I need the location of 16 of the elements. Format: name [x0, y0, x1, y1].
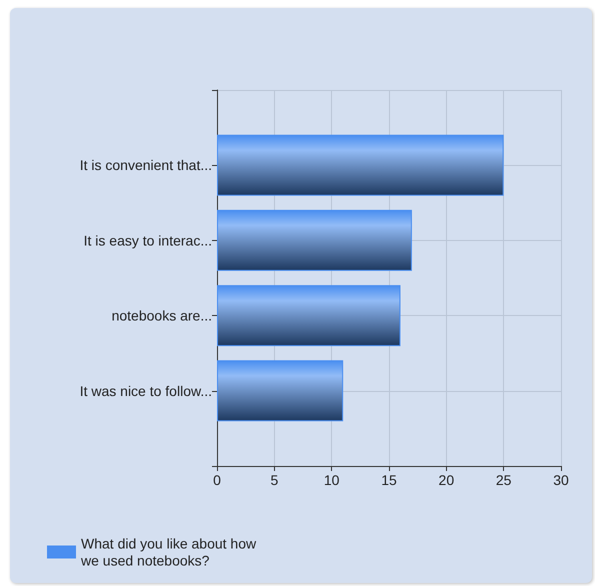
bar: [217, 134, 504, 196]
bar: [217, 285, 400, 346]
x-tick-label: 0: [213, 472, 222, 488]
x-tick-label: 25: [496, 472, 512, 488]
y-tick-label: It is convenient that...: [80, 157, 212, 174]
x-tick-label: 15: [381, 472, 397, 488]
x-tick-label: 20: [438, 472, 454, 488]
bar: [217, 210, 412, 271]
x-tick-label: 30: [553, 472, 569, 488]
y-tick-label: notebooks are...: [112, 308, 212, 324]
x-tick-label: 5: [270, 472, 278, 488]
x-tick-label: 10: [324, 472, 340, 488]
y-tick-label: It was nice to follow...: [80, 382, 212, 399]
y-tick-label: It is easy to interac...: [84, 232, 212, 248]
legend-label: What did you like about how we used notebooks?: [80, 536, 260, 568]
bar: [217, 360, 344, 422]
